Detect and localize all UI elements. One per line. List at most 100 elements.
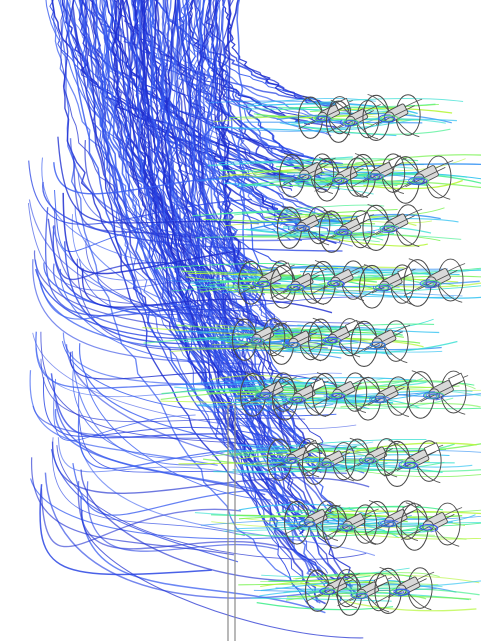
- sensor-pod: [355, 211, 371, 225]
- swirl-line: [366, 172, 386, 180]
- streamline: [149, 0, 302, 242]
- swirl-line: [408, 176, 426, 185]
- streamline: [207, 156, 353, 167]
- rotor-assembly: [383, 439, 444, 487]
- swirl-line: [330, 176, 349, 184]
- rotor-assembly: [231, 317, 287, 361]
- swirl-line: [258, 392, 274, 400]
- streamline: [40, 488, 242, 548]
- streamline: [163, 0, 305, 535]
- swirl-line: [377, 521, 397, 528]
- swirl-line: [379, 224, 399, 232]
- streamline: [166, 0, 295, 477]
- streamline: [77, 415, 245, 470]
- swirl-line: [371, 395, 391, 403]
- swirl-line: [342, 119, 360, 127]
- rotor-assembly: [301, 441, 357, 485]
- streamline: [355, 154, 481, 164]
- streamline: [250, 597, 392, 602]
- swirl-line: [418, 524, 439, 532]
- swirl-line: [335, 229, 353, 237]
- rotor-assembly: [239, 372, 297, 417]
- swirl-line: [292, 224, 311, 232]
- streamline: [57, 437, 257, 480]
- streamline: [195, 235, 380, 243]
- swirl-line: [366, 341, 386, 350]
- streamline: [44, 207, 212, 317]
- streamline: [51, 437, 246, 537]
- streamline: [335, 505, 444, 511]
- streamline: [35, 347, 342, 398]
- swirl-line: [363, 173, 383, 181]
- streamline: [250, 215, 398, 224]
- swirl-line: [400, 460, 420, 468]
- swirl-line: [286, 283, 306, 291]
- sensor-pod: [423, 442, 440, 456]
- swirl-line: [410, 177, 430, 186]
- streamline: [86, 481, 279, 552]
- sensor-pod: [448, 372, 465, 387]
- swirl-line: [352, 591, 367, 599]
- swirl-line: [380, 519, 399, 527]
- streamline: [34, 259, 216, 320]
- streamline: [316, 465, 481, 473]
- streamline: [61, 0, 325, 174]
- streamline: [153, 0, 304, 534]
- swirl-line: [416, 523, 435, 532]
- streamline: [316, 318, 434, 331]
- streamline: [197, 0, 325, 578]
- drive-shaft: [326, 167, 364, 187]
- streamline: [63, 0, 323, 454]
- streamline: [260, 581, 439, 586]
- swirl-line: [393, 588, 411, 597]
- streamline: [62, 192, 236, 275]
- streamline: [352, 390, 481, 400]
- streamline: [197, 401, 379, 406]
- swirl-line: [298, 519, 316, 527]
- swirl-line: [339, 524, 357, 532]
- swirl-line: [319, 587, 336, 595]
- streamline: [195, 0, 305, 170]
- streamline: [61, 341, 337, 417]
- streamline: [31, 457, 235, 556]
- rotor-assembly: [391, 155, 454, 204]
- swirl-line: [280, 457, 299, 465]
- streamline: [32, 332, 357, 430]
- streamline: [53, 189, 214, 253]
- streamline: [192, 211, 348, 225]
- streamline: [212, 0, 312, 516]
- swirl-line: [324, 337, 342, 344]
- rotor-assembly: [313, 157, 371, 202]
- swirl-line: [398, 460, 417, 469]
- rotor-assembly: [311, 372, 369, 417]
- streamline: [64, 241, 260, 349]
- rotor-assembly: [363, 500, 421, 545]
- streamline: [175, 0, 247, 302]
- streamline: [324, 450, 481, 457]
- swirl-line: [327, 280, 345, 288]
- streamline: [32, 259, 261, 365]
- swirl-line: [287, 284, 305, 292]
- streamline: [270, 438, 427, 448]
- swirl-line: [245, 337, 264, 345]
- streamline: [56, 445, 367, 560]
- rotor-assembly: [400, 502, 463, 551]
- streamline: [236, 0, 287, 462]
- swirl-line: [336, 523, 354, 531]
- streamline: [28, 160, 253, 225]
- streamline: [40, 331, 256, 446]
- drive-shaft: [282, 274, 320, 294]
- swirl-line: [316, 460, 333, 468]
- swirl-line: [315, 115, 331, 123]
- swirl-line: [331, 177, 349, 186]
- streamline: [160, 400, 319, 404]
- streamline: [54, 208, 211, 312]
- streamline: [295, 291, 454, 298]
- streamline: [101, 0, 285, 414]
- streamline: [277, 103, 436, 108]
- swirl-line: [321, 337, 340, 345]
- streamline: [84, 140, 191, 243]
- rotor-assembly: [321, 504, 379, 549]
- rotor-assembly: [297, 95, 353, 139]
- streamline: [317, 342, 442, 351]
